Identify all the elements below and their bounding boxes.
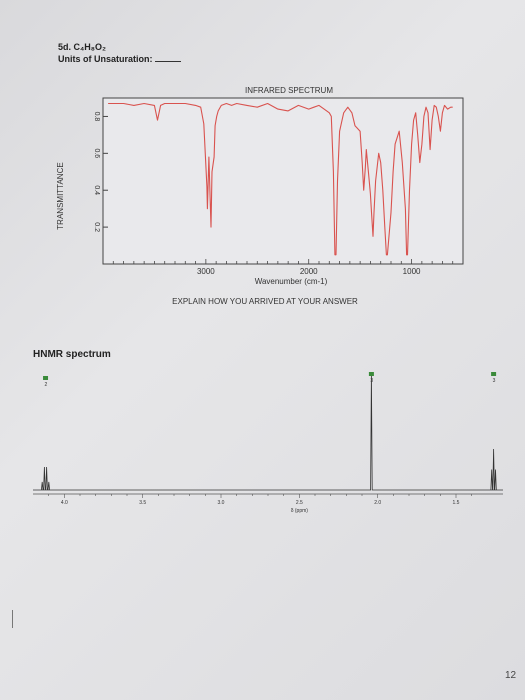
ir-y-tick-label: 0.6	[93, 148, 100, 158]
margin-mark	[12, 610, 13, 628]
ir-x-tick-label: 2000	[300, 267, 318, 276]
ir-x-tick-label: 1000	[403, 267, 421, 276]
problem-title: 5d. C₄H₈O₂	[58, 42, 107, 52]
unsaturation-prompt: Units of Unsaturation:	[58, 54, 181, 64]
ir-y-tick-label: 0.2	[93, 222, 100, 232]
hnmr-integration-marker	[43, 376, 49, 380]
hnmr-chart: 4.0 3.5 3.0 2.5 2.0 1.5 δ (ppm) 2 3 3	[33, 372, 503, 514]
hnmr-x-tick-label: 4.0	[61, 500, 68, 506]
hnmr-integration-label: 2	[45, 382, 48, 388]
hnmr-integration-label: 3	[370, 378, 373, 384]
ir-plot-frame	[102, 97, 464, 265]
hnmr-integration-marker	[491, 372, 497, 376]
ir-title: INFRARED SPECTRUM	[245, 86, 333, 95]
hnmr-x-axis-label: δ (ppm)	[291, 508, 309, 514]
ir-x-tick-label: 3000	[197, 267, 215, 276]
ir-spectrum-line	[108, 102, 453, 256]
hnmr-x-tick-label: 1.5	[453, 500, 460, 506]
unsaturation-answer-blank	[154, 61, 181, 62]
ir-y-axis-label: TRANSMITTANCE	[56, 162, 65, 229]
hnmr-x-tick-label: 2.0	[374, 500, 381, 506]
page-number: 12	[505, 670, 517, 681]
hnmr-x-tick-label: 2.5	[296, 500, 303, 506]
ir-chart: INFRARED SPECTRUM 0.8 0.6 0.4 0.2 3000 2000 100…	[56, 86, 464, 306]
ir-y-tick-label: 0.8	[93, 112, 100, 122]
watermark-text: EXPLAIN HOW YOU ARRIVED AT YOUR ANSWER	[172, 297, 358, 306]
unsaturation-label: Units of Unsaturation:	[58, 54, 153, 64]
hnmr-integration-marker	[368, 372, 374, 376]
hnmr-x-tick-label: 3.0	[218, 500, 225, 506]
ir-x-axis-label: Wavenumber (cm-1)	[255, 277, 328, 286]
hnmr-x-tick-label: 3.5	[139, 500, 146, 506]
hnmr-integration-label: 3	[493, 378, 496, 384]
ir-y-tick-label: 0.4	[93, 185, 100, 195]
hnmr-spectrum-line	[33, 372, 503, 491]
hnmr-title: HNMR spectrum	[33, 349, 111, 360]
